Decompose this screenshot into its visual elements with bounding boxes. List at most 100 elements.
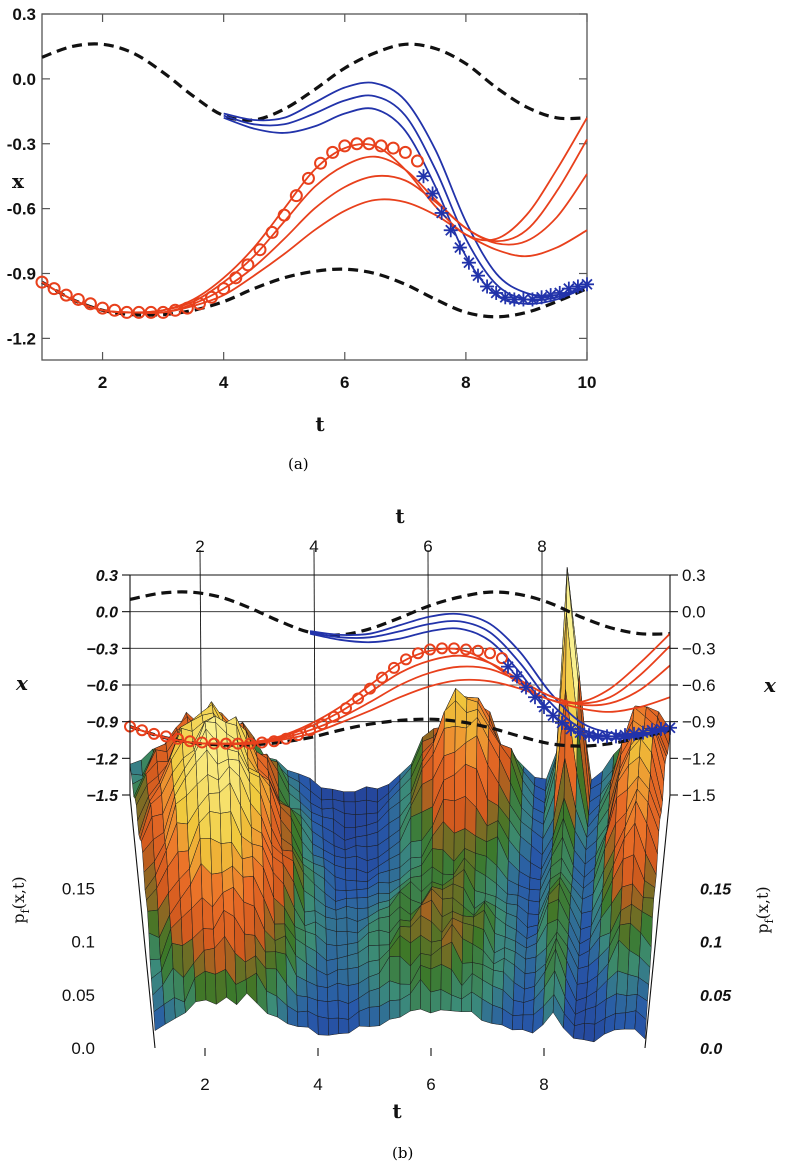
panel-a-red-circle-marker: [59, 288, 73, 302]
panel-a-dashed-boundary-line: [41, 42, 588, 122]
panel-b-dashed-boundary-line: [129, 717, 671, 748]
panel-b-red-circle-marker: [244, 737, 256, 750]
panel-a-ytick-label: -0.9: [7, 265, 36, 284]
panel-b-surface-cell: [343, 791, 356, 803]
panel-b-surface-cell: [296, 995, 308, 1013]
panel-b-surface-cell: [527, 900, 540, 915]
panel-b-surface-cell: [345, 855, 357, 870]
panel-a-red-circle-marker: [253, 243, 267, 257]
panel-a-xtick-label: 2: [98, 373, 107, 392]
panel-a-red-circle-marker: [35, 275, 49, 289]
panel-b-surface-cell: [512, 999, 525, 1016]
panel-b-surface-cell: [356, 880, 368, 891]
panel-b-blue-star-marker: [654, 722, 668, 736]
panel-b-right-ztick-label: 0.1: [700, 935, 722, 952]
panel-b-top-ttick-label: 8: [537, 537, 546, 556]
panel-b-surface-cell: [512, 1014, 524, 1031]
panel-b-surface-cell: [524, 956, 537, 974]
panel-b-left-ztick-label: 0.05: [62, 986, 95, 1005]
panel-a-xtick-label: 10: [578, 373, 597, 392]
panel-b-surface-cell: [176, 822, 189, 853]
panel-b-surface-cell: [626, 974, 639, 996]
panel-b-surface-cell: [621, 854, 635, 888]
panel-b-surface-cell: [325, 928, 338, 947]
panel-a-blue-star-marker: [461, 255, 476, 270]
panel-b-surface-cell: [573, 1022, 585, 1040]
panel-b-surface-cell: [491, 1004, 503, 1026]
panel-a-ytick-label: -1.2: [7, 329, 36, 348]
panel-a-red-circle-marker: [326, 145, 340, 159]
panel-b-red-circle-marker: [220, 737, 232, 750]
panel-b-right-xlabel: x: [763, 673, 777, 697]
panel-b-surface-cell: [203, 947, 216, 975]
panel-b-red-line: [129, 678, 671, 745]
panel-b-surface-cell: [327, 999, 339, 1019]
panel-a-blue-star-marker: [434, 205, 449, 220]
panel-b-red-circle-marker: [136, 724, 148, 737]
panel-b-right-xtick-label: −0.6: [682, 676, 716, 695]
panel-b-blue-star-marker: [501, 659, 515, 674]
panel-b-red-circle-marker: [328, 710, 340, 723]
panel-a-ylabel: x: [12, 169, 25, 193]
panel-b-surface-cell: [368, 987, 380, 1008]
panel-b-surface-cell: [615, 993, 628, 1014]
panel-b-surface-cell: [354, 786, 367, 803]
panel-a-red-circle-marker: [229, 271, 243, 285]
panel-b-red-circle-marker: [172, 732, 184, 745]
panel-a-blue-line: [223, 81, 588, 297]
panel-b-blue-star-marker: [555, 715, 569, 730]
panel-a-red-circle-marker: [205, 290, 219, 304]
panel-b-surface-cell: [337, 999, 349, 1020]
panel-b-surface-cell: [215, 968, 227, 1005]
panel-b-surface-cell: [410, 840, 423, 859]
panel-b-surface-cell: [297, 1010, 309, 1028]
panel-b-surface-cell: [321, 787, 334, 801]
panel-a-red-circle-marker: [120, 305, 134, 319]
panel-b-surface-cell: [129, 759, 143, 776]
panel-a-ytick-label: -0.3: [7, 135, 36, 154]
panel-b-right-xtick-label: −1.2: [682, 749, 716, 768]
panel-a-red-circle-marker: [217, 282, 231, 296]
panel-b-surface-cell: [347, 966, 359, 986]
panel-a-red-circle-marker: [192, 297, 206, 311]
panel-a-ytick-label: -0.6: [7, 200, 36, 219]
panel-b-surface-cell: [634, 1010, 647, 1040]
panel-b-red-circle-marker: [160, 730, 172, 743]
panel-a-blue-star-marker: [498, 290, 513, 305]
panel-b-red-circle-marker: [184, 735, 196, 748]
panel-b-surface-cell: [354, 799, 367, 815]
panel-b-surface-cell: [399, 919, 411, 928]
panel-b-top-ttick-label: 2: [195, 537, 204, 556]
panel-b-right-xtick-label: 0.0: [682, 603, 706, 622]
panel-b-surface-cell: [528, 889, 541, 903]
panel-b-surface-cell: [378, 929, 390, 946]
panel-a-blue-star-marker: [471, 268, 485, 283]
panel-b-surface-cell: [453, 795, 466, 834]
panel-b-red-circle-marker: [484, 647, 496, 660]
panel-b-left-zlabel: pf(x,t): [9, 876, 32, 923]
panel-b-left-xtick-label: −1.2: [86, 751, 118, 768]
panel-a-red-circle-marker: [132, 305, 146, 319]
panel-b-surface-cell: [317, 1016, 329, 1036]
panel-b-bottom-ttick-label: 6: [426, 1075, 435, 1094]
panel-b-red-circle-marker: [268, 735, 280, 748]
panel-b-surface-cell: [506, 893, 519, 906]
panel-b-surface-cell: [492, 985, 504, 1010]
panel-b-surface-cell: [389, 999, 401, 1020]
panel-a-red-circle-marker: [108, 303, 122, 317]
panel-a-red-circle-marker: [386, 141, 400, 155]
panel-b-red-circle-marker: [436, 642, 448, 655]
panel-a-red-circle-marker: [156, 305, 170, 319]
panel-b-red-circle-marker: [304, 724, 316, 737]
panel-b-red-circle-marker: [364, 682, 376, 695]
panel-b-blue-star-marker: [519, 680, 533, 695]
panel-b-blue-star-marker: [573, 725, 587, 740]
panel-b-right-xtick-label: −0.3: [682, 639, 716, 658]
svg-text:pf(x,t): pf(x,t): [753, 886, 776, 933]
panel-b-surface-cell: [614, 1012, 626, 1031]
caption-a: (a): [288, 455, 309, 473]
panel-a-blue-star-marker: [534, 290, 549, 305]
panel-b-left-xtick-label: −0.9: [86, 715, 118, 732]
panel-b-surface-cell: [625, 994, 638, 1014]
panel-b-red-circle-marker: [208, 737, 220, 750]
